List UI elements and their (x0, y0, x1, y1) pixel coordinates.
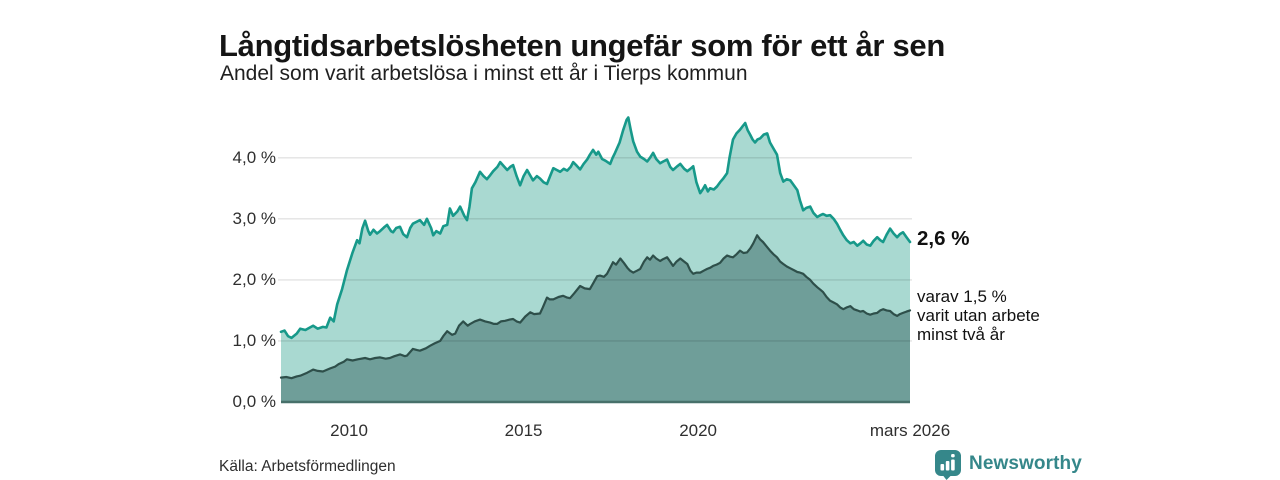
source-credit: Källa: Arbetsförmedlingen (219, 458, 396, 475)
x-tick-label-2010: 2010 (330, 421, 368, 440)
varav-minst-tva-ar-line (279, 234, 912, 380)
y-tick-label-2,0: 2,0 % (232, 269, 276, 289)
end-label-line-1: varav 1,5 % (917, 287, 1007, 306)
x-tick-label-2020: 2020 (679, 421, 718, 440)
newsworthy-wordmark: Newsworthy (969, 453, 1082, 474)
varav-minst-tva-ar-area (281, 235, 910, 402)
newsworthy-logo-icon (934, 449, 962, 480)
newsworthy-branding[interactable]: Newsworthy (934, 449, 1082, 480)
chart-subtitle: Andel som varit arbetslösa i minst ett å… (220, 62, 748, 85)
y-tick-label-4,0: 4,0 % (232, 147, 276, 167)
series-end-label-two-years: varav 1,5 % varit utan arbete minst två … (917, 287, 1040, 344)
end-label-line-2: varit utan arbete (917, 306, 1040, 325)
x-tick-label-2015: 2015 (504, 421, 543, 440)
y-tick-label-0,0: 0,0 % (232, 392, 276, 411)
chart-title: Långtidsarbetslösheten ungefär som för e… (219, 27, 946, 63)
series-end-label-total: 2,6 % (917, 227, 970, 250)
end-label-line-3: minst två år (917, 325, 1005, 344)
x-tick-label-mars-2026: mars 2026 (869, 421, 951, 440)
total-minst-ett-ar-line (279, 116, 912, 340)
y-tick-label-1,0: 1,0 % (232, 330, 276, 350)
y-tick-label-3,0: 3,0 % (232, 208, 276, 228)
